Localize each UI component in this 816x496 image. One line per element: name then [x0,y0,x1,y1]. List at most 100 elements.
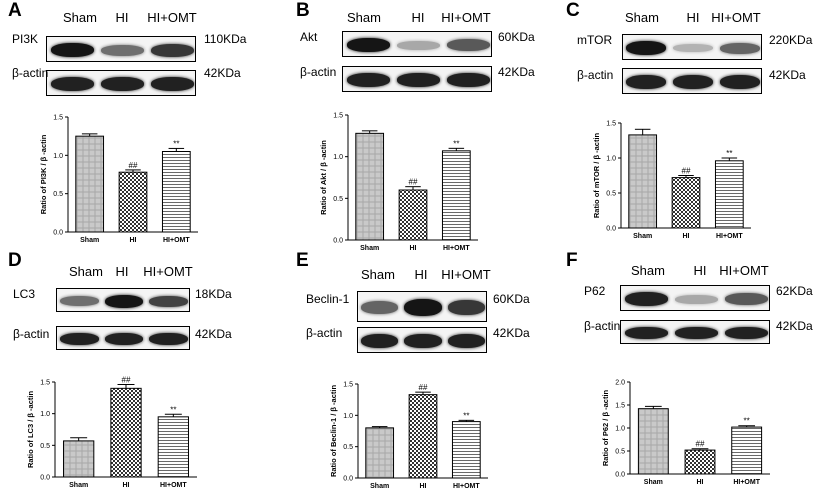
bar-chart: 0.0 0.5 1.0 1.5 Ratio of Akt / β -actin Sham #… [319,113,478,252]
x-tick-label: HI [683,233,690,240]
blot-band [150,43,194,57]
bar-hi-omt [714,160,744,229]
significance-marker: ** [463,411,469,420]
blot-band [446,39,490,51]
lane-label: HI [411,10,425,25]
lane-label: Sham [63,10,97,25]
y-tick-label: 1.0 [606,156,616,163]
significance-marker: ## [409,178,418,187]
lane-label: HI+OMT [143,264,193,279]
y-axis-label: Ratio of P62 / β -actin [601,389,610,466]
x-tick-label: HI [410,245,417,252]
y-tick-label: 1.5 [615,403,625,410]
bar-sham [63,440,95,478]
kda-label: 110KDa [204,32,247,46]
y-tick-label: 1.5 [333,113,343,120]
blot-beta-actin [46,70,196,96]
blot-band [446,73,490,87]
x-tick-label: HI [130,237,137,244]
blot-band [149,295,188,307]
kda-label: 62KDa [776,284,813,298]
y-tick-label: 1.5 [606,121,616,128]
y-tick-label: 0.0 [40,475,50,482]
protein-label: β-actin [306,326,343,340]
blot-band [361,301,399,314]
protein-label: β-actin [13,327,50,341]
kda-label: 60KDa [493,292,530,306]
y-tick-label: 0.0 [53,230,63,237]
protein-label: β-actin [584,319,621,333]
blot-target [56,288,190,312]
significance-marker: ** [726,149,732,158]
x-tick-label: Sham [69,482,88,489]
blot-band [104,333,144,345]
y-tick-label: 0.0 [343,476,353,483]
x-tick-label: HI+OMT [160,482,187,489]
blot-band [346,38,390,52]
x-tick-label: HI [123,482,130,489]
blot-target [46,36,196,62]
bar-sham [628,134,658,229]
blot-band [674,327,718,339]
protein-label: Akt [300,30,318,44]
lane-label: Sham [631,263,665,278]
kda-label: 18KDa [195,287,232,301]
bar-hi-omt [731,426,763,475]
kda-label: 42KDa [776,319,813,333]
x-tick-label: HI+OMT [733,479,760,486]
lane-label: Sham [625,10,659,25]
blot-beta-actin [56,326,190,350]
lane-label: HI [115,264,129,279]
bar-chart: 0.0 0.5 1.0 1.5 2.0 Ratio of P62 / β -actin Sh… [601,380,770,486]
blot-band [624,292,668,306]
significance-marker: ** [744,417,750,426]
blot-band [104,294,144,308]
y-tick-label: 0.0 [615,472,625,479]
kda-label: 42KDa [195,327,232,341]
bar-sham [75,135,105,233]
kda-label: 42KDa [204,66,241,80]
blot-band [404,334,442,348]
y-tick-label: 0.5 [333,196,343,203]
blot-beta-actin [357,327,487,353]
blot-band [100,44,144,56]
y-tick-label: 0.5 [53,191,63,198]
blot-band [50,77,94,91]
blot-band [361,334,399,348]
bar-hi [110,387,142,478]
protein-label: β-actin [300,65,337,79]
bar-sham [637,408,669,475]
bar-chart: 0.0 0.5 1.0 1.5 Ratio of mTOR / β -actin Sham… [592,121,751,240]
blot-band [396,40,440,50]
blot-band [60,333,99,345]
significance-marker: ** [173,139,179,148]
bar-sham [365,427,395,479]
panel-letter: E [296,250,309,271]
significance-marker: ## [419,383,428,392]
blot-band [724,293,768,305]
bar-hi [408,394,438,479]
kda-label: 60KDa [498,30,535,44]
x-tick-label: HI+OMT [443,245,470,252]
kda-label: 42KDa [769,68,806,82]
blot-band [674,294,718,304]
x-tick-label: HI+OMT [453,483,480,490]
y-tick-label: 1.5 [40,380,50,387]
x-tick-label: Sham [633,233,652,240]
bar-chart: 0.0 0.5 1.0 1.5 Ratio of Beclin-1 / β -actin… [329,382,488,490]
y-axis-label: Ratio of Akt / β -actin [319,140,328,215]
blot-target [620,285,770,311]
y-tick-label: 1.0 [53,153,63,160]
y-axis-label: Ratio of Beclin-1 / β -actin [329,385,338,478]
y-tick-label: 0.5 [343,444,353,451]
blot-band [626,75,667,89]
y-tick-label: 1.5 [53,115,63,122]
significance-marker: ## [682,167,691,176]
y-tick-label: 1.0 [333,154,343,161]
lane-label: HI [115,10,129,25]
blot-band [447,334,485,348]
lane-label: HI [686,10,700,25]
lane-label: HI [693,263,707,278]
y-axis-label: Ratio of PI3K / β -actin [39,134,48,214]
bar-hi-omt [161,151,191,233]
